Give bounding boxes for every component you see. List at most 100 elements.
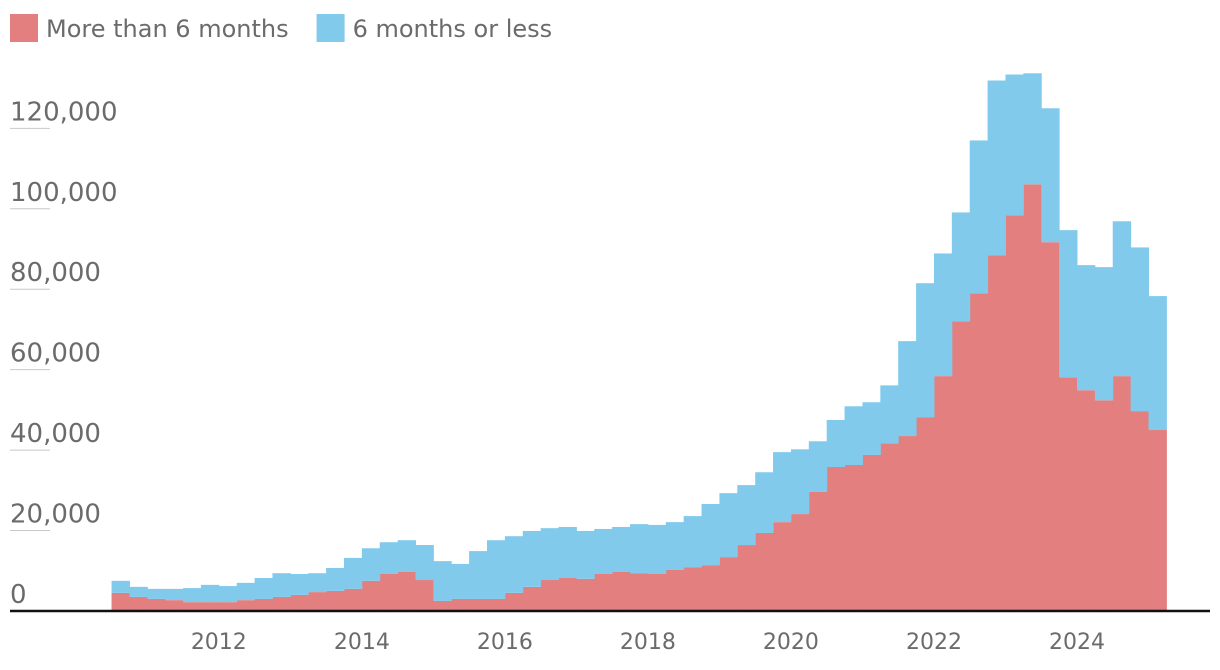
bar-segment — [612, 526, 631, 572]
bar-segment — [558, 578, 577, 611]
x-tick-label: 2020 — [763, 630, 819, 655]
bar-segment — [415, 545, 434, 581]
bar-segment — [129, 586, 148, 597]
bar-segment — [326, 567, 345, 591]
bar-segment — [111, 592, 130, 611]
bar-segment — [1148, 296, 1167, 431]
bar-segment — [1023, 184, 1042, 611]
bar-segment — [630, 524, 649, 574]
bar-segment — [218, 602, 238, 611]
bar-segment — [379, 542, 399, 574]
bar-segment — [683, 516, 703, 568]
y-tick-label: 60,000 — [10, 339, 101, 369]
bar-segment — [1094, 267, 1114, 401]
bar-segment — [1148, 430, 1167, 611]
y-tick-label: 120,000 — [10, 97, 118, 127]
bar-segment — [576, 578, 595, 611]
bar-segment — [254, 578, 273, 599]
bar-segment — [790, 449, 810, 515]
bar-segment — [469, 551, 488, 599]
y-tick-label: 100,000 — [10, 178, 118, 208]
bar-segment — [147, 598, 166, 611]
x-tick-label: 2018 — [620, 630, 676, 655]
bar-segment — [1023, 73, 1042, 185]
bar-segment — [558, 526, 577, 579]
bar-segment — [1130, 411, 1149, 611]
bar-segment — [397, 540, 416, 572]
bar-segment — [200, 584, 220, 603]
bar-segment — [933, 376, 953, 611]
bar-segment — [933, 253, 953, 377]
bar-segment — [1059, 230, 1078, 378]
bar-segment — [826, 467, 846, 611]
bar-segment — [361, 548, 381, 581]
legend-label: More than 6 months — [46, 15, 289, 43]
bar-segment — [951, 212, 971, 322]
bar-segment — [612, 571, 631, 611]
bar-segment — [504, 592, 524, 611]
bar-segment — [111, 580, 130, 593]
bar-segment — [916, 417, 935, 611]
y-tick-label: 20,000 — [10, 500, 101, 530]
bar-segment — [415, 580, 434, 611]
bar-segment — [272, 573, 291, 597]
bar-segment — [147, 588, 166, 599]
bar-segment — [594, 528, 613, 574]
bar-segment — [665, 522, 685, 570]
bar-segment — [504, 536, 524, 593]
bar-segment — [576, 530, 595, 579]
bar-segment — [737, 545, 756, 611]
y-tick-label: 40,000 — [10, 419, 101, 449]
bar-segment — [1112, 376, 1132, 611]
bar-segment — [236, 582, 256, 601]
x-tick-label: 2016 — [477, 630, 533, 655]
bar-segment — [486, 598, 506, 611]
bar-segment — [969, 293, 989, 611]
legend-swatch — [10, 14, 38, 42]
bar-segment — [433, 600, 452, 611]
bar-segment — [308, 573, 327, 593]
bar-segment — [236, 600, 256, 611]
bar-segment — [951, 321, 971, 611]
bar-segment — [1130, 247, 1149, 412]
bar-segment — [290, 573, 309, 595]
bar-segment — [379, 573, 399, 611]
bar-segment — [862, 402, 881, 455]
bar-segment — [540, 528, 560, 581]
bar-segment — [647, 524, 667, 574]
bar-segment — [701, 504, 720, 566]
bar-segment — [272, 596, 291, 611]
bar-segment — [969, 140, 989, 294]
legend-label: 6 months or less — [353, 15, 553, 43]
bar-segment — [773, 452, 792, 523]
bar-segment — [862, 454, 881, 611]
bar-segment — [647, 573, 667, 611]
bar-segment — [522, 586, 542, 611]
bar-segment — [1005, 215, 1024, 612]
y-tick-label: 0 — [10, 580, 27, 610]
legend-swatch — [316, 14, 345, 42]
x-tick-label: 2022 — [906, 630, 962, 655]
y-tick-label: 80,000 — [10, 258, 101, 288]
bar-segment — [987, 80, 1006, 256]
bar-segment — [200, 602, 220, 611]
bar-segment — [254, 598, 273, 611]
bar-segment — [898, 341, 917, 437]
bar-segment — [343, 588, 363, 611]
bar-segment — [1041, 242, 1060, 612]
bar-segment — [987, 255, 1006, 611]
bar-segment — [183, 588, 202, 603]
bar-segment — [755, 532, 774, 611]
bar-segment — [343, 557, 363, 589]
bar-segment — [165, 600, 184, 611]
bar-segment — [1076, 390, 1096, 611]
bar-segment — [1094, 400, 1114, 611]
bar-segment — [1112, 221, 1132, 377]
bar-segment — [790, 514, 810, 611]
bar-segment — [719, 493, 738, 558]
bar-segment — [433, 561, 452, 601]
bar-segment — [826, 419, 846, 468]
bar-segment — [183, 602, 202, 611]
bar-segment — [1041, 108, 1060, 243]
